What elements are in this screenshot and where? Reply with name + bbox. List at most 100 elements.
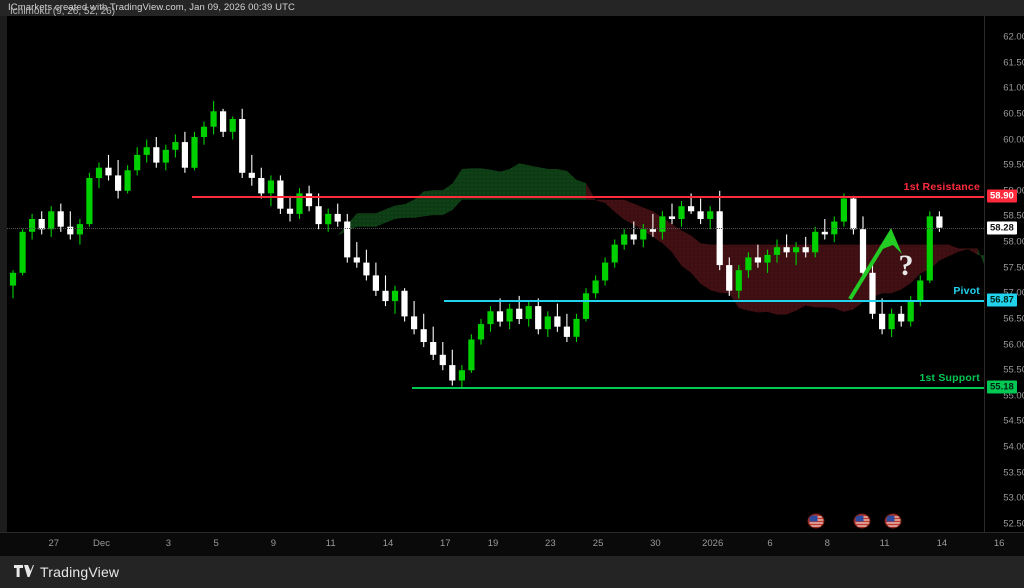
arrow-head (880, 228, 902, 254)
candle-body (315, 206, 322, 225)
flag-stripe (809, 522, 824, 524)
price-tick: 53.50 (1003, 467, 1024, 479)
time-tick: 23 (545, 538, 556, 549)
time-tick: 9 (270, 538, 277, 549)
candle-body (668, 216, 676, 219)
time-tick: 25 (592, 538, 604, 549)
candle-body (582, 293, 590, 319)
us-flag-icon[interactable] (853, 513, 871, 529)
cloud-bullish (977, 248, 984, 264)
price-tick: 60.00 (1003, 134, 1024, 146)
price-tick: 61.50 (1003, 57, 1024, 69)
time-tick: 8 (824, 538, 830, 549)
candle-body (525, 306, 532, 319)
candle-body (649, 229, 656, 232)
time-tick: 19 (487, 538, 499, 549)
candle-body (754, 257, 761, 263)
candle-body (640, 229, 647, 240)
time-tick: 14 (382, 538, 394, 549)
candle-body (372, 275, 379, 291)
candle-body (468, 339, 475, 371)
candle-body (267, 180, 274, 194)
us-flag-icon[interactable] (884, 513, 902, 529)
level-label-1st-resistance: 1st Resistance (903, 180, 980, 193)
level-label-pivot: Pivot (953, 284, 980, 297)
footer-bar: TradingView (0, 556, 1024, 588)
candle-body (29, 219, 36, 232)
candle-body (172, 142, 179, 150)
price-tick: 55.50 (1003, 364, 1024, 376)
candle-body (840, 198, 847, 222)
candle-body (812, 231, 819, 253)
price-tick: 55.00 (1003, 390, 1024, 402)
flag-canton (886, 515, 895, 522)
candle-body (239, 119, 246, 173)
candlestick-canvas (9, 101, 984, 389)
candle-body (506, 308, 513, 322)
time-tick: 27 (48, 538, 60, 549)
candle-body (659, 216, 666, 232)
flag-stripe (886, 525, 901, 527)
price-tick: 61.00 (1003, 82, 1024, 94)
candle-body (764, 254, 771, 263)
candle-body (334, 213, 341, 222)
time-tick: 2026 (702, 538, 724, 549)
tradingview-logo[interactable]: TradingView (14, 564, 119, 580)
chart-plot-area[interactable]: 1st Resistance Pivot 1st Support ? (7, 16, 984, 532)
candle-body (477, 324, 485, 340)
level-label-1st-support: 1st Support (919, 371, 980, 384)
candle-body (115, 175, 122, 191)
indicator-legend[interactable]: Ichimoku (9, 26, 52, 26) (10, 6, 116, 17)
candle-body (563, 326, 570, 337)
candle-body (296, 193, 303, 214)
candle-body (544, 316, 551, 330)
time-axis[interactable]: 27 Dec 3 5 9 11 14 17 19 23 25 30 2026 6 8 11 14 16 (0, 532, 1024, 556)
candle-body (181, 142, 188, 168)
price-tick: 58.00 (1003, 236, 1024, 248)
candle-body (420, 329, 427, 342)
candle-body (229, 119, 236, 132)
candle-body (888, 313, 895, 330)
price-tick: 56.00 (1003, 339, 1024, 351)
level-line-1st-resistance[interactable] (192, 195, 984, 198)
top-attribution-bar: ICmarkets created with TradingView.com, … (0, 0, 1024, 16)
candle-body (630, 234, 637, 240)
flag-canton (809, 515, 818, 522)
candle-body (143, 147, 150, 155)
level-line-pivot[interactable] (444, 299, 984, 302)
level-line-1st-support[interactable] (412, 386, 984, 389)
candle-body (134, 154, 141, 171)
current-price-gridline (7, 227, 984, 229)
flag-stripe (855, 525, 870, 527)
candle-body (850, 198, 857, 230)
us-flag-icon[interactable] (807, 513, 825, 529)
candle-body (258, 178, 265, 194)
time-tick: 17 (440, 538, 451, 549)
candle-body (859, 229, 867, 273)
candle-body (439, 354, 446, 366)
candle-body (573, 318, 580, 337)
candle-body (869, 272, 876, 314)
price-tick: 57.50 (1003, 262, 1024, 274)
candle-body (277, 180, 284, 209)
candle-body (926, 216, 933, 281)
candle-body (191, 137, 198, 168)
price-tick: 57.00 (1003, 288, 1024, 299)
candle-body (162, 149, 169, 163)
candle-body (305, 193, 313, 207)
projection-arrow (848, 228, 902, 301)
flag-stripe (886, 522, 901, 524)
question-mark-annotation: ? (898, 249, 914, 282)
price-tick: 62.00 (1003, 31, 1024, 43)
candle-body (802, 247, 809, 253)
chart-frame: 1st Resistance Pivot 1st Support ? 62.00 61… (0, 16, 1024, 532)
cloud-bullish (261, 163, 596, 285)
candle-body (363, 262, 370, 276)
candle-body (496, 311, 504, 322)
candle-body (726, 265, 733, 291)
price-axis[interactable]: 62.0061.5061.0060.5060.0059.5059.0058.50… (984, 16, 1024, 532)
flag-canton (855, 515, 864, 522)
candle-body (707, 211, 714, 219)
candle-body (554, 316, 561, 327)
